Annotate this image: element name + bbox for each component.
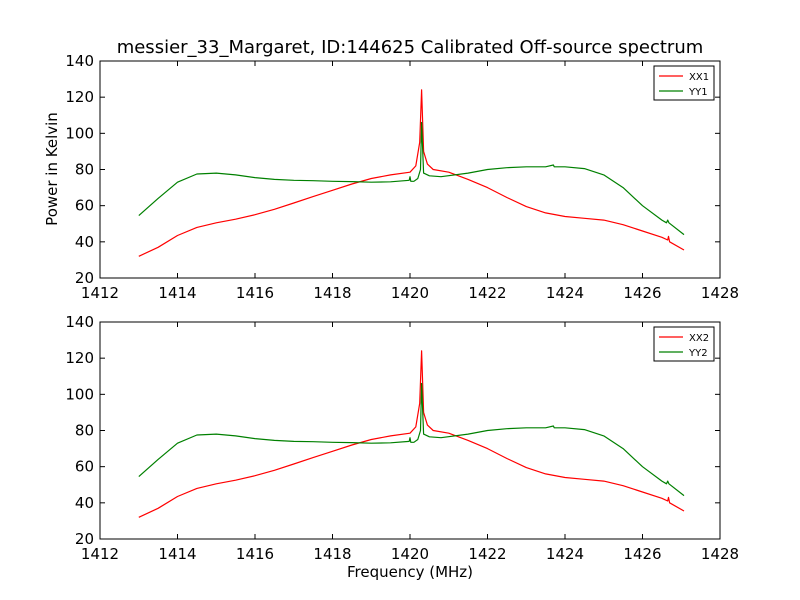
x-tick-label: 1428 <box>701 545 739 563</box>
legend-label-xx2: XX2 <box>689 333 709 344</box>
x-tick-label: 1418 <box>313 545 351 563</box>
x-tick-label: 1422 <box>468 545 506 563</box>
y-tick-label: 20 <box>75 269 94 287</box>
plot-top: 1412 1414 1416 1418 1420 1422 1424 1426 1428 20 40… <box>65 52 739 302</box>
y-axis-label: Power in Kelvin <box>43 112 61 226</box>
y-tick-label: 100 <box>65 385 94 403</box>
x-tick-label: 1418 <box>313 284 351 302</box>
series-line-yy1 <box>138 121 685 236</box>
legend-label-yy2: YY2 <box>688 348 708 359</box>
y-tick-label: 80 <box>75 161 94 179</box>
x-tick-label: 1420 <box>391 284 429 302</box>
x-tick-label: 1414 <box>158 284 196 302</box>
x-tick-label: 1424 <box>546 545 584 563</box>
legend-box <box>653 65 715 101</box>
y-tick-label: 120 <box>65 349 94 367</box>
axes-frame <box>99 60 721 279</box>
x-tick-label: 1414 <box>158 545 196 563</box>
series-line-yy2 <box>138 382 685 497</box>
x-tick-label: 1412 <box>81 284 119 302</box>
y-tick-label: 20 <box>75 530 94 548</box>
y-tick-label: 120 <box>65 88 94 106</box>
x-tick-label: 1424 <box>546 284 584 302</box>
y-tick-label: 60 <box>75 458 94 476</box>
x-tick-label: 1416 <box>236 284 274 302</box>
x-tick-label: 1422 <box>468 284 506 302</box>
y-tick-label: 140 <box>65 52 94 70</box>
y-tick-label: 100 <box>65 124 94 142</box>
y-tick-label: 40 <box>75 494 94 512</box>
x-tick-label: 1416 <box>236 545 274 563</box>
y-tick-label: 80 <box>75 422 94 440</box>
x-tick-label: 1426 <box>623 545 661 563</box>
legend-label-yy1: YY1 <box>688 87 708 98</box>
x-tick-label: 1412 <box>81 545 119 563</box>
x-tick-label: 1428 <box>701 284 739 302</box>
axes-frame <box>99 321 721 540</box>
legend-box <box>653 326 715 362</box>
x-tick-label: 1420 <box>391 545 429 563</box>
x-tick-label: 1426 <box>623 284 661 302</box>
legend-label-xx1: XX1 <box>689 72 709 83</box>
series-line-xx1 <box>138 89 685 257</box>
y-tick-label: 140 <box>65 313 94 331</box>
x-axis-label: Frequency (MHz) <box>347 563 473 581</box>
plot-bottom: 1412 1414 1416 1418 1420 1422 1424 1426 1428 20 40… <box>65 313 739 563</box>
chart-title: messier_33_Margaret, ID:144625 Calibrate… <box>117 37 704 58</box>
y-tick-label: 40 <box>75 233 94 251</box>
y-tick-label: 60 <box>75 197 94 215</box>
series-line-xx2 <box>138 350 685 518</box>
